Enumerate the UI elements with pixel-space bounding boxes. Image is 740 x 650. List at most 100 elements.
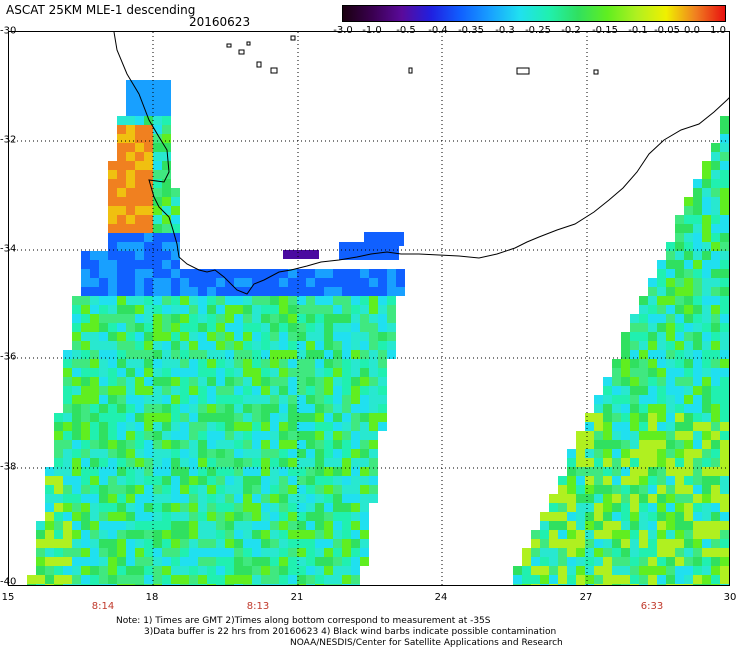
swath-cell [144,296,153,305]
swath-cell [684,386,693,395]
swath-cell [63,404,72,413]
swath-cell [288,314,297,323]
swath-cell [585,521,594,530]
swath-cell [108,215,117,224]
swath-cell [153,359,162,368]
swath-cell [585,467,594,476]
swath-cell [126,476,135,485]
swath-cell [225,359,234,368]
swath-cell [180,575,189,584]
swath-cell [675,494,684,503]
swath-cell [675,431,684,440]
swath-cell [117,458,126,467]
swath-cell [90,251,99,260]
swath-cell [702,440,711,449]
swath-cell [117,575,126,584]
swath-cell [72,440,81,449]
swath-cell [648,539,657,548]
swath-cell [63,584,72,585]
swath-cell [180,413,189,422]
swath-cell [108,476,117,485]
swath-cell [657,584,666,585]
swath-cell [270,377,279,386]
swath-cell [360,539,369,548]
swath-cell [243,503,252,512]
swath-cell [189,377,198,386]
swath-cell [657,296,666,305]
swath-cell [243,395,252,404]
swath-cell [153,404,162,413]
swath-cell [180,323,189,332]
swath-cell [54,575,63,584]
swath-cell [558,512,567,521]
swath-cell [333,332,342,341]
swath-cell [387,305,396,314]
swath-cell [72,314,81,323]
swath-cell [360,395,369,404]
swath-cell [252,539,261,548]
swath-cell [648,287,657,296]
swath-cell [144,197,153,206]
swath-cell [360,359,369,368]
swath-cell [711,233,720,242]
swath-cell [252,467,261,476]
swath-cell [279,485,288,494]
swath-cell [639,323,648,332]
swath-cell [198,314,207,323]
swath-cell [684,359,693,368]
swath-cell [243,413,252,422]
swath-cell [180,512,189,521]
swath-cell [252,566,261,575]
swath-cell [171,269,180,278]
swath-cell [684,215,693,224]
swath-cell [252,314,261,323]
swath-cell [171,350,180,359]
swath-cell [279,413,288,422]
swath-cell [108,224,117,233]
swath-cell [153,557,162,566]
swath-cell [198,530,207,539]
swath-cell [234,305,243,314]
swath-cell [684,422,693,431]
swath-cell [324,278,333,287]
swath-cell [315,476,324,485]
swath-cell [621,503,630,512]
swath-cell [306,314,315,323]
swath-cell [288,305,297,314]
colorbar-tick: -0.1 [628,25,648,36]
swath-cell [207,305,216,314]
swath-cell [198,449,207,458]
swath-cell [306,368,315,377]
swath-cell [225,431,234,440]
swath-cell [648,530,657,539]
swath-cell [306,287,315,296]
swath-cell [675,584,684,585]
swath-cell [666,413,675,422]
swath-cell [315,494,324,503]
swath-cell [594,503,603,512]
swath-cell [135,206,144,215]
swath-cell [144,386,153,395]
swath-cell [135,584,144,585]
swath-cell [306,566,315,575]
swath-cell [261,530,270,539]
swath-cell [252,287,261,296]
swath-cell [702,251,711,260]
swath-cell [207,557,216,566]
swath-cell [126,179,135,188]
swath-cell [360,341,369,350]
swath-cell [216,332,225,341]
swath-cell [180,395,189,404]
swath-cell [288,530,297,539]
swath-cell [117,530,126,539]
swath-cell [585,548,594,557]
swath-cell [279,476,288,485]
swath-cell [216,422,225,431]
swath-cell [342,521,351,530]
swath-cell [162,332,171,341]
swath-cell [558,539,567,548]
swath-cell [162,566,171,575]
swath-cell [729,395,730,404]
swath-cell [153,323,162,332]
swath-cell [207,422,216,431]
